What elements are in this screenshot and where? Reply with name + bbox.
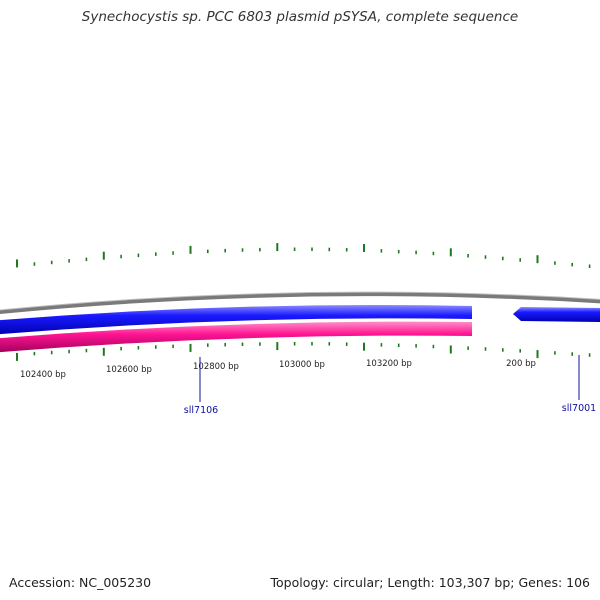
ruler-label: 103200 bp <box>366 359 412 369</box>
gene-label-text[interactable]: sll7001 <box>562 403 596 414</box>
inner-tick-track <box>16 342 591 361</box>
summary-text: Topology: circular; Length: 103,307 bp; … <box>270 575 591 590</box>
map-title: Synechocystis sp. PCC 6803 plasmid pSYSA… <box>81 9 519 25</box>
reverse-strand-segment[interactable] <box>0 321 472 353</box>
forward-strand-segment[interactable] <box>0 305 472 335</box>
accession-text: Accession: NC_005230 <box>9 575 152 590</box>
backbone-arc <box>0 292 600 315</box>
ruler-labels: 102400 bp 102600 bp 102800 bp 103000 bp … <box>20 359 536 380</box>
gene-label-text[interactable]: sll7106 <box>184 405 218 416</box>
ruler-label: 102400 bp <box>20 370 66 380</box>
gene-label-sll7106[interactable]: sll7106 <box>184 357 218 416</box>
outer-tick-track <box>16 243 591 268</box>
ruler-label: 102800 bp <box>193 362 239 372</box>
gene-label-sll7001[interactable]: sll7001 <box>562 355 596 414</box>
ruler-label: 200 bp <box>506 359 536 369</box>
ruler-label: 102600 bp <box>106 365 152 375</box>
ruler-label: 103000 bp <box>279 360 325 370</box>
forward-arrowhead[interactable] <box>513 307 600 322</box>
backbone-highlight <box>0 291 600 311</box>
